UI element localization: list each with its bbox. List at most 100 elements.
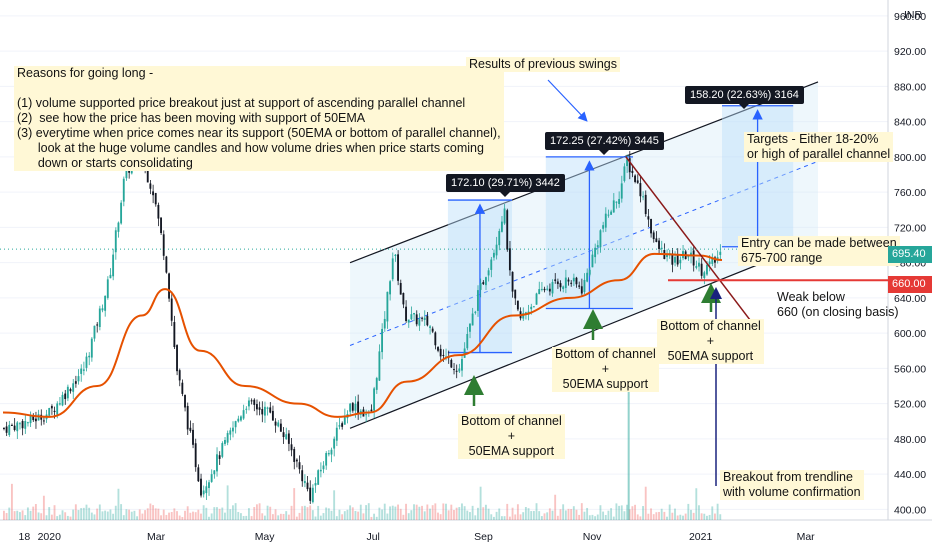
volume-bar bbox=[362, 513, 365, 520]
candle-body bbox=[591, 254, 594, 268]
volume-bar bbox=[434, 503, 437, 520]
candle-body bbox=[495, 244, 498, 256]
candle-body bbox=[181, 382, 184, 394]
candle-body bbox=[224, 440, 226, 444]
volume-bar bbox=[168, 512, 170, 520]
volume-bar bbox=[298, 512, 301, 520]
candle-body bbox=[426, 315, 429, 326]
volume-bar bbox=[642, 506, 644, 520]
volume-bar bbox=[269, 506, 272, 520]
volume-bar bbox=[10, 483, 13, 520]
volume-bar bbox=[205, 507, 208, 520]
volume-bar bbox=[77, 510, 80, 520]
volume-bar bbox=[445, 503, 447, 520]
candle-body bbox=[559, 283, 562, 288]
volume-bar bbox=[216, 507, 218, 520]
candle-body bbox=[647, 216, 650, 220]
candle-body bbox=[202, 490, 205, 495]
candle-body bbox=[580, 286, 583, 294]
volume-bar bbox=[543, 513, 546, 520]
volume-bar bbox=[24, 515, 27, 520]
volume-bar bbox=[471, 505, 474, 520]
candle-body bbox=[42, 420, 45, 422]
results-arrow-2 bbox=[547, 79, 588, 122]
volume-bar bbox=[572, 506, 575, 520]
candle-body bbox=[492, 252, 495, 258]
volume-bar bbox=[426, 504, 429, 520]
candle-body bbox=[61, 394, 64, 406]
volume-bar bbox=[703, 513, 706, 520]
bottom-note-1: Bottom of channel + 50EMA support bbox=[458, 414, 565, 459]
candle-body bbox=[168, 273, 170, 299]
candle-body bbox=[365, 414, 368, 416]
volume-bar bbox=[519, 514, 522, 520]
channel-mid-line bbox=[349, 160, 819, 346]
ema50-line bbox=[2, 252, 723, 418]
volume-bar bbox=[706, 515, 708, 520]
volume-bar bbox=[567, 508, 570, 520]
candle-body bbox=[599, 230, 602, 248]
volume-bar bbox=[330, 510, 333, 520]
volume-bar bbox=[303, 505, 306, 520]
volume-bar bbox=[354, 510, 357, 520]
volume-bar bbox=[343, 511, 346, 520]
volume-bar bbox=[202, 505, 205, 520]
volume-bar bbox=[487, 508, 490, 520]
candle-body bbox=[303, 480, 306, 484]
volume-bar bbox=[668, 504, 671, 520]
candle-body bbox=[250, 400, 253, 402]
candle-body bbox=[628, 158, 631, 173]
candle-body bbox=[194, 443, 197, 468]
candle-body bbox=[567, 279, 570, 282]
volume-bar bbox=[106, 511, 109, 520]
volume-bar bbox=[391, 505, 394, 520]
candle-body bbox=[623, 166, 626, 181]
volume-bar bbox=[671, 512, 674, 520]
volume-bar bbox=[612, 516, 615, 520]
candle-body bbox=[58, 403, 61, 405]
y-tick-label: 960.00 bbox=[894, 11, 926, 23]
candle-body bbox=[556, 281, 559, 285]
volume-bar bbox=[178, 515, 181, 520]
volume-bar bbox=[490, 514, 493, 520]
candle-body bbox=[319, 469, 322, 472]
volume-bar bbox=[29, 510, 32, 520]
candle-body bbox=[301, 470, 304, 482]
volume-bar bbox=[397, 504, 399, 520]
candle-body bbox=[216, 454, 218, 472]
volume-bar bbox=[311, 510, 314, 520]
candle-body bbox=[479, 282, 482, 290]
volume-bar bbox=[327, 508, 330, 520]
trendline bbox=[625, 156, 753, 324]
volume-bar bbox=[208, 516, 210, 520]
candle-body bbox=[48, 407, 51, 416]
candle-body bbox=[602, 225, 605, 229]
volume-bar bbox=[469, 512, 471, 520]
volume-bar bbox=[290, 505, 293, 520]
volume-bar bbox=[338, 509, 341, 520]
volume-bar bbox=[628, 509, 631, 520]
candle-body bbox=[469, 323, 471, 332]
candle-body bbox=[218, 455, 221, 459]
volume-bar bbox=[18, 512, 21, 520]
candle-body bbox=[450, 359, 453, 368]
bottom-note-2: Bottom of channel + 50EMA support bbox=[552, 347, 659, 392]
volume-bar bbox=[532, 510, 535, 520]
volume-bar bbox=[170, 511, 173, 520]
candle-body bbox=[208, 482, 210, 489]
volume-bar bbox=[34, 504, 37, 520]
currency-label: INR bbox=[904, 9, 923, 21]
volume-bar bbox=[335, 516, 338, 520]
volume-bar bbox=[482, 507, 485, 520]
volume-bar bbox=[394, 506, 397, 520]
volume-bar bbox=[192, 511, 194, 520]
swing-label-1: 172.10 (29.71%) 3442 bbox=[446, 174, 565, 197]
volume-bar bbox=[117, 488, 120, 520]
volume-bar bbox=[423, 511, 426, 520]
candle-body bbox=[516, 300, 519, 310]
volume-bar bbox=[506, 503, 509, 520]
volume-bar bbox=[370, 516, 373, 520]
x-tick-label: 18 bbox=[19, 531, 31, 543]
